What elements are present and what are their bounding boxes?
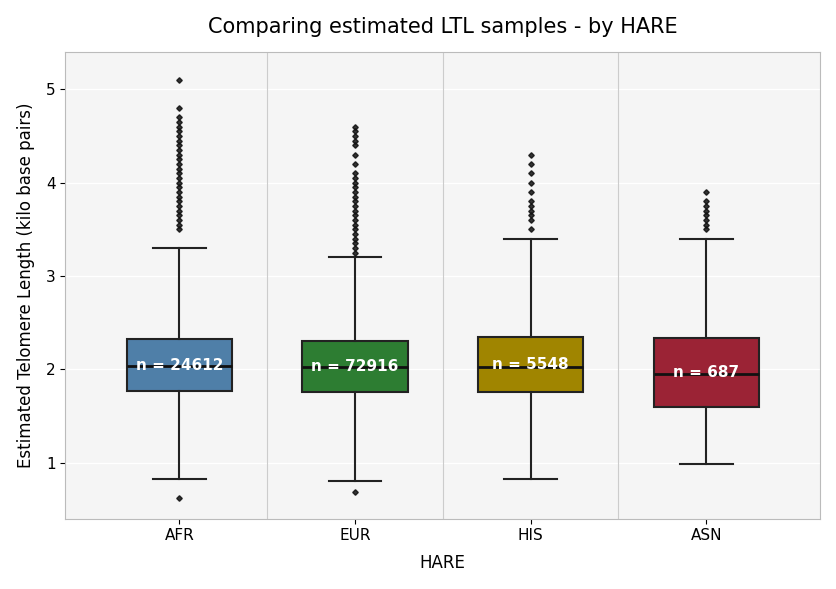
Text: n = 72916: n = 72916 — [311, 359, 398, 374]
Y-axis label: Estimated Telomere Length (kilo base pairs): Estimated Telomere Length (kilo base pai… — [17, 102, 34, 468]
PathPatch shape — [126, 339, 232, 391]
Text: n = 5548: n = 5548 — [492, 356, 568, 372]
PathPatch shape — [653, 339, 758, 406]
X-axis label: HARE: HARE — [420, 554, 465, 573]
PathPatch shape — [302, 341, 407, 392]
Title: Comparing estimated LTL samples - by HARE: Comparing estimated LTL samples - by HAR… — [207, 16, 677, 37]
Text: n = 24612: n = 24612 — [135, 358, 223, 373]
Text: n = 687: n = 687 — [672, 365, 738, 380]
PathPatch shape — [477, 336, 583, 392]
